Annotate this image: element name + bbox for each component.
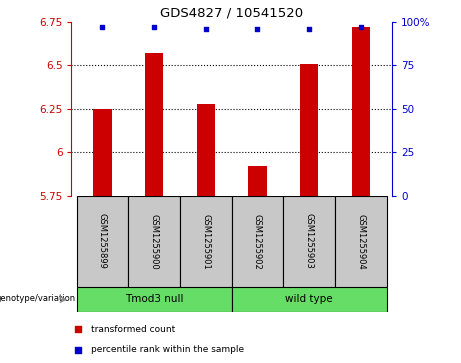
Bar [352, 27, 370, 196]
Bar [300, 64, 318, 196]
Point [74, 326, 82, 332]
Bar [128, 196, 180, 287]
Text: GSM1255901: GSM1255901 [201, 213, 210, 269]
Text: GSM1255902: GSM1255902 [253, 213, 262, 269]
Text: GSM1255900: GSM1255900 [150, 213, 159, 269]
Text: GSM1255899: GSM1255899 [98, 213, 107, 269]
Text: GSM1255904: GSM1255904 [356, 213, 366, 269]
Bar [77, 196, 128, 287]
Bar [94, 109, 112, 196]
Bar [231, 196, 284, 287]
Point [357, 24, 365, 30]
Text: transformed count: transformed count [91, 325, 175, 334]
Point [254, 26, 261, 32]
Text: Tmod3 null: Tmod3 null [125, 294, 183, 305]
Point [74, 347, 82, 353]
Bar [335, 196, 387, 287]
Bar [77, 287, 231, 312]
Title: GDS4827 / 10541520: GDS4827 / 10541520 [160, 6, 303, 19]
Point [306, 26, 313, 32]
Bar [180, 196, 231, 287]
Text: percentile rank within the sample: percentile rank within the sample [91, 345, 244, 354]
Text: wild type: wild type [285, 294, 333, 305]
Point [202, 26, 209, 32]
Bar [284, 196, 335, 287]
Bar [197, 104, 215, 196]
Point [150, 24, 158, 30]
Bar [145, 53, 163, 196]
Bar [248, 166, 266, 196]
Text: genotype/variation: genotype/variation [0, 294, 76, 303]
Point [99, 24, 106, 30]
Text: GSM1255903: GSM1255903 [305, 213, 313, 269]
Bar [231, 287, 387, 312]
